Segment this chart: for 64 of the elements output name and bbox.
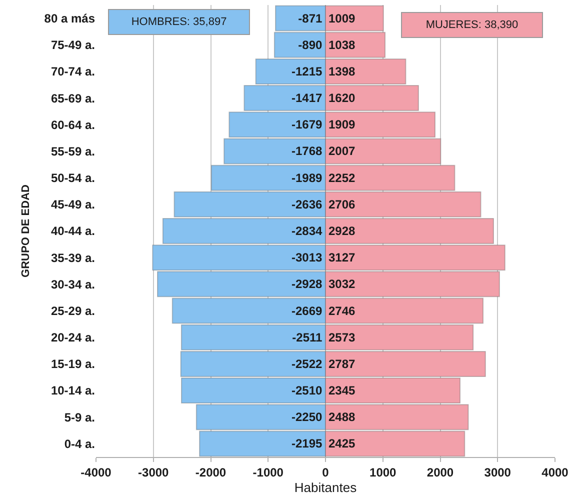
data-label: -2928 bbox=[291, 277, 322, 292]
y-tick-label: 30-34 a. bbox=[50, 277, 95, 292]
data-label: -2636 bbox=[291, 197, 322, 212]
data-label: -2522 bbox=[291, 356, 322, 371]
x-tick-label: 4000 bbox=[542, 465, 569, 480]
x-tick-label: 2000 bbox=[426, 465, 454, 480]
data-label: 2706 bbox=[328, 197, 356, 212]
data-label: -2250 bbox=[291, 410, 322, 424]
data-label: -1768 bbox=[291, 144, 322, 158]
data-label: 2787 bbox=[328, 356, 356, 371]
data-label: 2252 bbox=[328, 170, 356, 185]
data-label: 1398 bbox=[328, 64, 356, 78]
data-label: 2345 bbox=[328, 384, 356, 398]
x-tick-label: 0 bbox=[322, 465, 330, 480]
y-tick-label: 35-39 a. bbox=[50, 250, 95, 265]
y-tick-label: 55-59 a. bbox=[50, 144, 95, 158]
data-label: 1009 bbox=[328, 11, 356, 26]
y-tick-label: 20-24 a. bbox=[50, 330, 95, 345]
x-axis-title: Habitantes bbox=[294, 480, 358, 495]
x-tick-label: -2000 bbox=[195, 465, 226, 480]
y-tick-label: 25-29 a. bbox=[50, 304, 95, 318]
y-tick-label: 10-14 a. bbox=[50, 384, 95, 398]
y-axis-title: GRUPO DE EDAD bbox=[20, 184, 32, 278]
y-tick-label: 0-4 a. bbox=[64, 436, 95, 451]
x-tick-label: 1000 bbox=[370, 465, 397, 480]
y-tick-label: 65-69 a. bbox=[50, 91, 95, 106]
x-tick-label: -4000 bbox=[80, 465, 112, 480]
data-label: -3013 bbox=[291, 250, 322, 265]
data-label: 1909 bbox=[328, 118, 356, 132]
data-label: 2928 bbox=[328, 224, 356, 238]
data-label: 2573 bbox=[328, 330, 356, 344]
y-tick-label: 80 a más bbox=[44, 11, 96, 26]
data-label: -871 bbox=[298, 11, 322, 26]
y-tick-label: 15-19 a. bbox=[50, 357, 95, 372]
data-label: 3032 bbox=[328, 277, 356, 292]
data-label: -1215 bbox=[291, 64, 322, 78]
data-label: 2488 bbox=[328, 410, 356, 424]
data-label: -2195 bbox=[291, 436, 322, 451]
x-tick-label: -1000 bbox=[252, 465, 284, 480]
y-tick-label: 40-44 a. bbox=[50, 224, 95, 238]
x-tick-label: -3000 bbox=[138, 465, 170, 480]
x-tick-label: 3000 bbox=[484, 465, 512, 480]
data-label: 2425 bbox=[328, 436, 356, 451]
data-label: 1620 bbox=[328, 91, 356, 106]
data-label: -2511 bbox=[292, 330, 322, 344]
data-label: -890 bbox=[298, 38, 322, 52]
y-tick-label: 75-49 a. bbox=[50, 38, 95, 52]
y-tick-label: 50-54 a. bbox=[50, 171, 95, 186]
data-label: 2007 bbox=[328, 144, 356, 158]
y-tick-label: 5-9 a. bbox=[64, 410, 95, 424]
y-tick-label: 45-49 a. bbox=[50, 198, 95, 212]
data-label: -2510 bbox=[291, 384, 322, 398]
data-label: -2834 bbox=[291, 224, 322, 238]
y-tick-label: 60-64 a. bbox=[50, 118, 95, 132]
text: MUJERES: 38,390 bbox=[426, 19, 518, 31]
text: HOMBRES: 35,897 bbox=[131, 16, 227, 28]
data-label: 3127 bbox=[328, 250, 356, 265]
data-label: 2746 bbox=[328, 304, 356, 318]
data-label: -1679 bbox=[291, 118, 322, 132]
data-label: -1989 bbox=[291, 170, 322, 185]
data-label: -1417 bbox=[291, 91, 322, 106]
data-label: -2669 bbox=[291, 304, 322, 318]
y-tick-label: 70-74 a. bbox=[50, 64, 95, 79]
data-label: 1038 bbox=[328, 38, 356, 52]
